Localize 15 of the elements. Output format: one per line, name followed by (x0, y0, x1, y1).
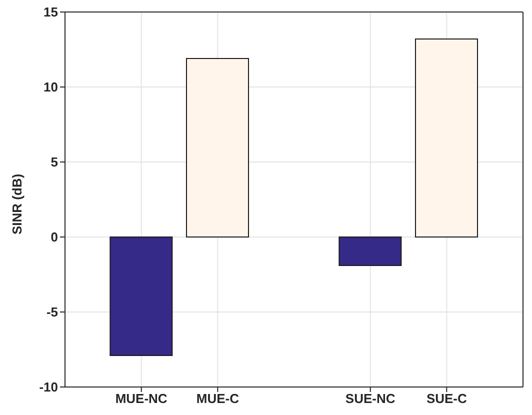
x-tick-label: SUE-C (426, 391, 468, 406)
y-tick-label: 5 (50, 154, 58, 170)
y-tick-label: 10 (44, 80, 58, 95)
y-tick-label: 15 (44, 4, 58, 20)
bar (110, 236, 173, 356)
y-tick-label: -5 (46, 304, 58, 320)
bar (415, 38, 478, 238)
x-tick-label: MUE-NC (115, 391, 168, 406)
y-tick-label: -10 (39, 380, 58, 395)
y-tick-label: 0 (50, 230, 58, 245)
x-tick-label: MUE-C (196, 391, 240, 406)
bar (186, 58, 249, 238)
bar (338, 236, 402, 266)
x-tick-label: SUE-NC (345, 391, 396, 406)
y-axis-title: SINR (dB) (10, 174, 25, 234)
